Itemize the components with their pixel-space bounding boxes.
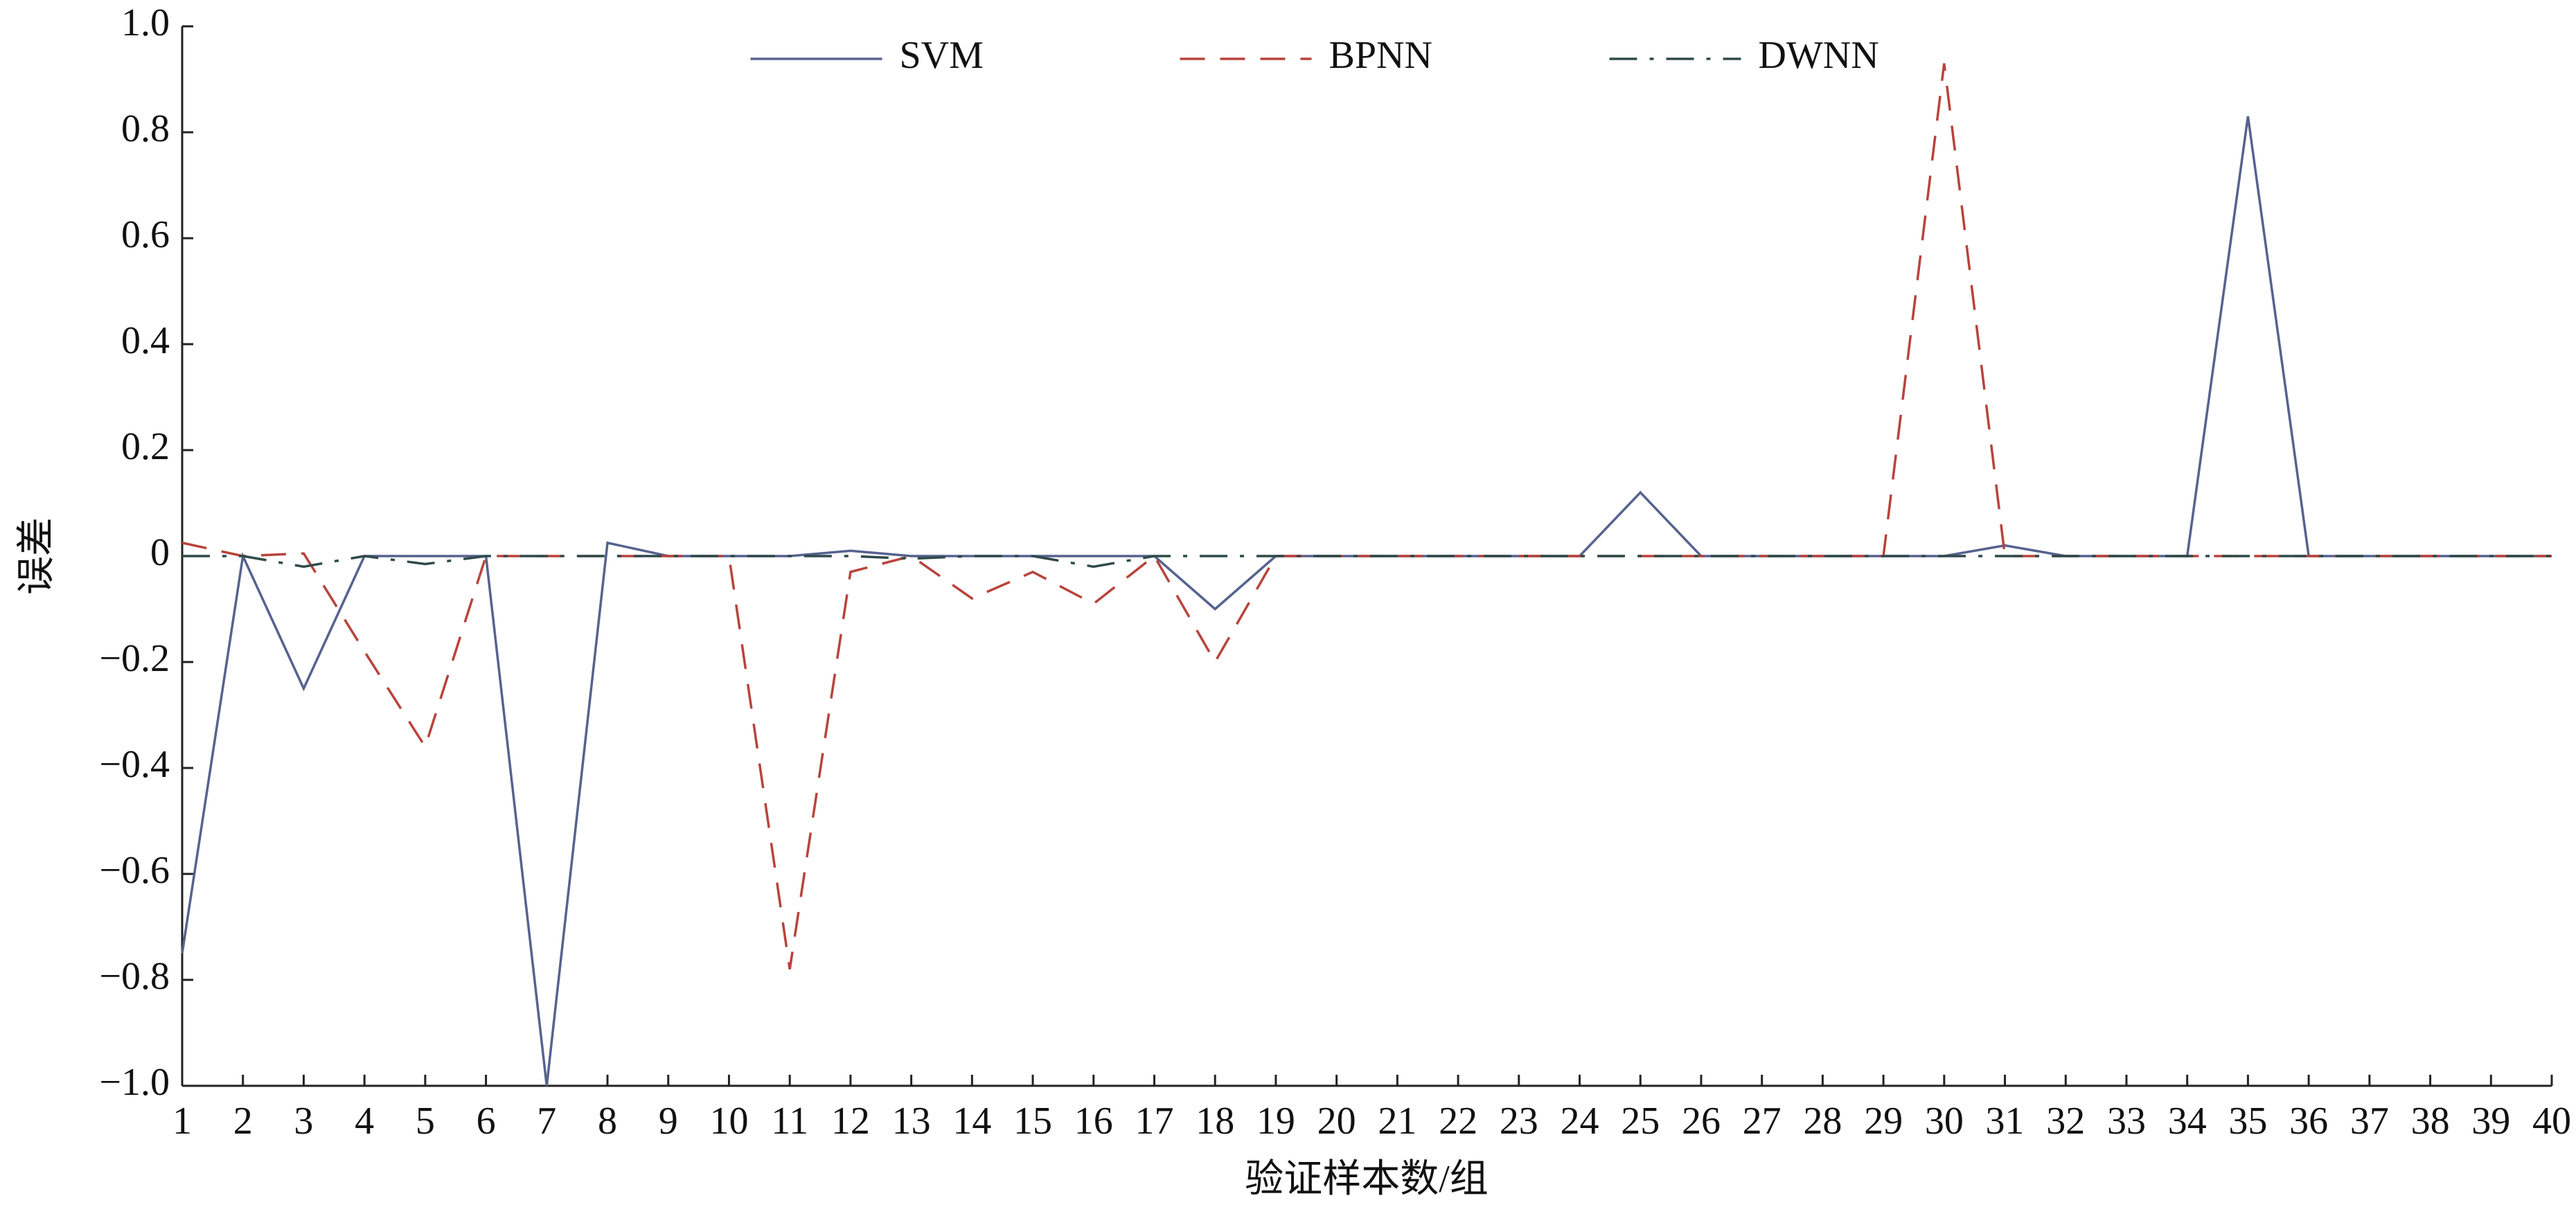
x-tick-label: 4 (355, 1100, 374, 1143)
y-tick-label: 0.6 (121, 213, 170, 256)
legend-label: BPNN (1329, 34, 1432, 77)
x-tick-label: 22 (1439, 1100, 1477, 1143)
x-tick-label: 24 (1561, 1100, 1599, 1143)
legend-label: DWNN (1759, 34, 1879, 77)
y-tick-label: −0.8 (99, 955, 170, 998)
series-line (181, 116, 2552, 1087)
x-tick-label: 38 (2411, 1100, 2450, 1143)
x-tick-label: 20 (1317, 1100, 1356, 1143)
x-tick-label: 1 (172, 1100, 192, 1143)
x-tick-label: 7 (537, 1100, 556, 1143)
x-tick-label: 26 (1682, 1100, 1721, 1143)
x-tick-label: 9 (659, 1100, 678, 1143)
y-axis-title: 误差 (15, 517, 58, 595)
x-tick-label: 33 (2107, 1100, 2146, 1143)
series-line (182, 555, 2552, 569)
x-tick-label: 31 (1986, 1100, 2025, 1143)
y-tick-label: 0 (150, 531, 170, 574)
y-tick-label: −1.0 (99, 1061, 170, 1104)
x-tick-label: 28 (1803, 1100, 1842, 1143)
x-tick-label: 6 (477, 1100, 496, 1143)
y-tick-label: −0.6 (99, 849, 170, 892)
x-tick-label: 32 (2046, 1100, 2085, 1143)
y-tick-label: −0.4 (99, 743, 170, 786)
x-tick-label: 29 (1864, 1100, 1903, 1143)
x-tick-label: 36 (2289, 1100, 2328, 1143)
x-tick-label: 5 (416, 1100, 435, 1143)
x-tick-label: 27 (1743, 1100, 1782, 1143)
x-tick-label: 14 (952, 1100, 991, 1143)
x-tick-label: 23 (1500, 1100, 1538, 1143)
x-tick-label: 19 (1256, 1100, 1295, 1143)
x-tick-label: 15 (1013, 1100, 1052, 1143)
y-tick-label: 0.8 (121, 107, 170, 150)
x-tick-label: 25 (1621, 1100, 1660, 1143)
y-tick-label: 0.4 (121, 319, 170, 362)
x-tick-label: 30 (1925, 1100, 1964, 1143)
x-tick-label: 18 (1196, 1100, 1234, 1143)
legend-label: SVM (900, 34, 984, 77)
y-tick-label: 0.2 (121, 425, 170, 468)
x-tick-label: 10 (709, 1100, 748, 1143)
x-tick-label: 39 (2471, 1100, 2510, 1143)
x-tick-label: 37 (2350, 1100, 2389, 1143)
x-tick-label: 8 (598, 1100, 617, 1143)
x-tick-label: 40 (2532, 1100, 2571, 1143)
x-tick-label: 11 (771, 1100, 808, 1143)
x-tick-label: 2 (233, 1100, 253, 1143)
series-line (181, 63, 2552, 969)
y-tick-label: −0.2 (99, 637, 170, 680)
y-tick-label: 1.0 (121, 1, 170, 44)
x-tick-label: 13 (892, 1100, 931, 1143)
x-tick-label: 16 (1074, 1100, 1113, 1143)
x-tick-label: 12 (831, 1100, 870, 1143)
x-tick-label: 35 (2228, 1100, 2267, 1143)
x-axis-title: 验证样本数/组 (1245, 1158, 1489, 1201)
x-tick-label: 34 (2168, 1100, 2207, 1143)
x-tick-label: 17 (1135, 1100, 1173, 1143)
x-tick-label: 21 (1378, 1100, 1416, 1143)
x-tick-label: 3 (294, 1100, 313, 1143)
